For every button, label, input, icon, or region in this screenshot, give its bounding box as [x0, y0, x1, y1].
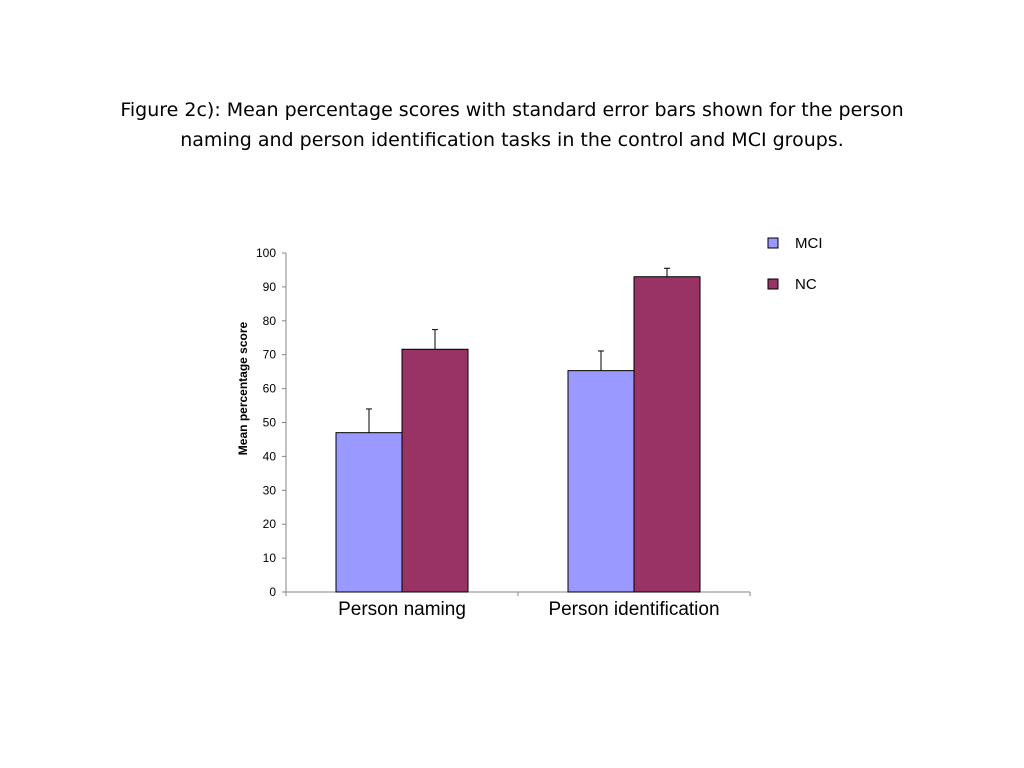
bar-nc-1 — [401, 348, 469, 593]
legend-swatch-mci — [767, 237, 779, 249]
bar-mci-1 — [335, 432, 403, 593]
legend: MCI NC — [767, 235, 823, 293]
y-tick-label: 0 — [269, 585, 276, 599]
axis-labels: 0 10 20 30 40 50 60 70 80 90 100 Person naming Perso… — [236, 246, 720, 620]
bar-mci-2 — [567, 370, 635, 593]
bar-nc-2 — [633, 276, 701, 593]
bars — [335, 276, 701, 593]
y-tick-label: 30 — [263, 483, 277, 497]
y-axis-label: Mean percentage score — [236, 321, 250, 455]
x-category-label: Person identification — [548, 599, 719, 620]
legend-label-mci: MCI — [795, 235, 823, 252]
figure-caption: Figure 2c): Mean percentage scores with … — [40, 95, 984, 155]
error-bars — [366, 267, 670, 433]
y-tick-label: 80 — [263, 314, 277, 328]
y-tick-label: 70 — [263, 348, 277, 362]
y-tick-label: 100 — [256, 246, 276, 260]
caption-line-2: naming and person identification tasks i… — [180, 129, 844, 151]
y-tick-label: 50 — [263, 416, 277, 430]
caption-line-1: Figure 2c): Mean percentage scores with … — [120, 99, 904, 121]
y-tick-label: 10 — [263, 551, 277, 565]
legend-label-nc: NC — [795, 276, 817, 293]
y-tick-label: 40 — [263, 449, 277, 463]
x-category-label: Person naming — [338, 599, 466, 620]
legend-swatch-nc — [767, 278, 779, 290]
y-tick-label: 90 — [263, 280, 277, 294]
y-tick-label: 20 — [263, 517, 277, 531]
y-tick-label: 60 — [263, 382, 277, 396]
